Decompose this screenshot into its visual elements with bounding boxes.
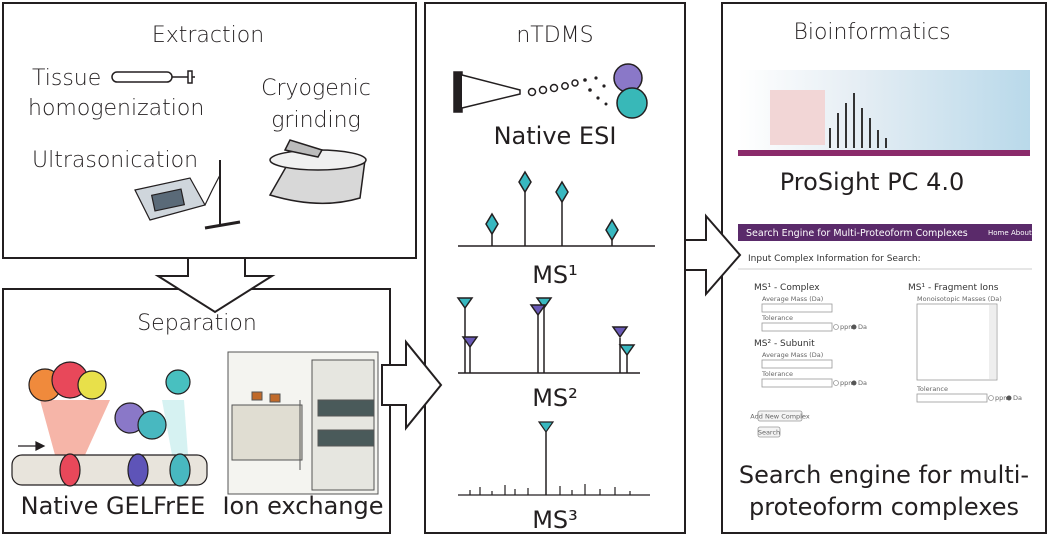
label: MS²: [532, 384, 578, 412]
unit: Da: [1013, 394, 1022, 402]
label: Tissue: [32, 66, 101, 91]
flow-arrow: [154, 257, 276, 314]
section-heading: MS¹ - Fragment Ions: [908, 283, 999, 293]
label: Native GELFrEE: [21, 492, 206, 520]
radio[interactable]: [851, 324, 857, 330]
extraction-panel: [2, 2, 417, 259]
input[interactable]: [761, 359, 833, 369]
flow-arrow: [684, 213, 742, 297]
unit: Da: [858, 379, 867, 387]
button[interactable]: [757, 426, 781, 438]
label: grinding: [271, 108, 361, 133]
field-label: Average Mass (Da): [762, 295, 823, 303]
scrollbar[interactable]: [989, 305, 996, 379]
label: MS³: [532, 506, 578, 534]
input[interactable]: [916, 393, 988, 403]
panel-title: Separation: [137, 311, 257, 336]
ms1-spectrum: [458, 170, 655, 247]
label: homogenization: [28, 96, 204, 121]
section-heading: MS¹ - Complex: [754, 283, 820, 293]
radio[interactable]: [833, 324, 839, 330]
header-title: Search Engine for Multi-Proteoform Compl…: [746, 228, 968, 239]
mortar-icon: [268, 139, 367, 205]
nav-link[interactable]: Home: [988, 229, 1009, 237]
label: Ultrasonication: [32, 148, 198, 173]
header-bar: [738, 224, 1032, 241]
textarea[interactable]: [916, 303, 998, 381]
field-label: Tolerance: [761, 314, 793, 322]
prompt: Input Complex Information for Search:: [748, 254, 921, 264]
label: Ion exchange: [222, 492, 383, 520]
button-label[interactable]: Add New Complex: [750, 413, 810, 421]
field-label: Tolerance: [916, 385, 948, 393]
prosight-banner: [738, 70, 1030, 156]
section-heading: MS² - Subunit: [754, 339, 815, 349]
ms2-spectrum: [456, 297, 640, 374]
unit: Da: [858, 323, 867, 331]
unit: ppm: [995, 394, 1010, 402]
input[interactable]: [761, 303, 833, 313]
panel-title: Extraction: [152, 23, 264, 48]
button-label[interactable]: Search: [758, 429, 780, 437]
panel-title: nTDMS: [516, 23, 593, 48]
caption: proteoform complexes: [749, 493, 1019, 521]
homogenizer-icon: [111, 70, 195, 84]
sonicator-icon: [134, 160, 241, 230]
gelfree-illustration: [11, 361, 208, 487]
field-label: Monoisotopic Masses (Da): [917, 295, 1002, 303]
label: ProSight PC 4.0: [780, 168, 965, 196]
input[interactable]: [761, 322, 833, 332]
label: MS¹: [532, 261, 578, 289]
radio[interactable]: [1006, 395, 1012, 401]
field-label: Average Mass (Da): [762, 351, 823, 359]
nav-link[interactable]: About: [1011, 229, 1032, 237]
web-screenshot: Search Engine for Multi-Proteoform Compl…: [738, 224, 1032, 438]
radio[interactable]: [833, 380, 839, 386]
unit: ppm: [840, 323, 855, 331]
panel-title: Bioinformatics: [793, 20, 950, 45]
caption: Search engine for multi-: [739, 461, 1029, 489]
input[interactable]: [761, 378, 833, 388]
label: Native ESI: [494, 122, 617, 150]
label: Cryogenic: [261, 76, 371, 101]
radio[interactable]: [851, 380, 857, 386]
ion-exchange-photo: [227, 351, 379, 495]
field-label: Tolerance: [761, 370, 793, 378]
esi-illustration: [453, 63, 648, 119]
ms3-spectrum: [458, 421, 650, 496]
unit: ppm: [840, 379, 855, 387]
button[interactable]: [757, 410, 803, 422]
flow-arrow: [381, 339, 443, 431]
radio[interactable]: [988, 395, 994, 401]
